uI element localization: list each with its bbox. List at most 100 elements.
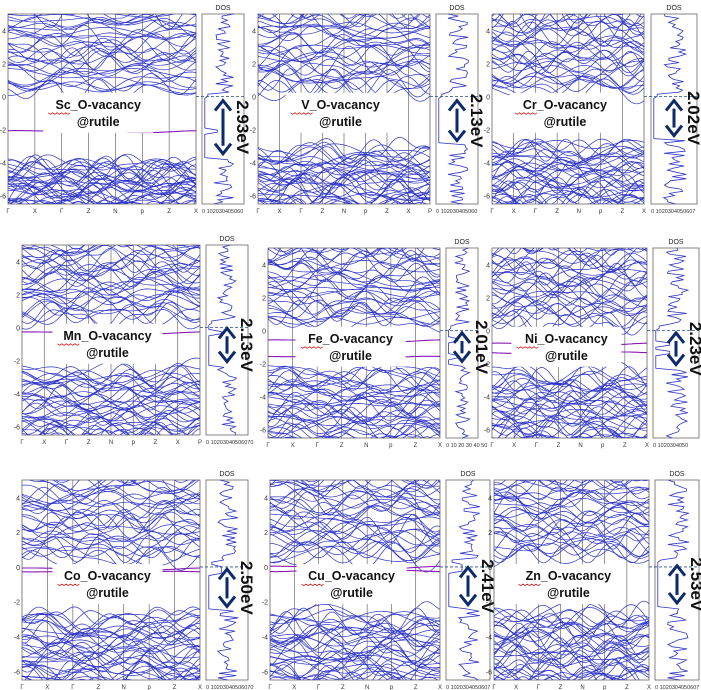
valence-band [510,203,641,204]
valence-band [87,672,200,680]
y-tick-label: 0 [486,95,490,102]
valence-band [22,396,200,415]
k-point-label: P [198,440,202,446]
valence-band [22,640,200,666]
spelling-squiggle [518,583,541,587]
conduction-band [498,14,642,28]
y-tick-label: -2 [250,128,256,135]
conduction-band [22,509,200,529]
y-tick-label: -6 [14,425,20,432]
valence-band [22,365,200,380]
valence-band [492,194,644,204]
valence-band [494,644,649,669]
y-tick-label: 0 [488,565,492,572]
conduction-band [494,506,649,524]
y-tick-label: -2 [484,128,490,135]
conduction-band [8,65,196,90]
panel-title-line1: Cr_O-vacancy [523,98,607,112]
conduction-band [492,268,647,287]
valence-band [22,609,200,631]
y-tick-label: -4 [250,161,256,168]
conduction-band [492,248,647,263]
dos-curve [438,13,469,205]
conduction-band [494,526,649,544]
conduction-band [8,14,196,28]
conduction-band [268,300,440,322]
valence-band [492,138,644,159]
band-gap-label: 2.01eV [472,320,491,375]
dos-title: DOS [454,239,470,246]
valence-band [492,390,647,415]
k-point-label: Z [340,443,344,449]
k-point-label: Γ [299,209,303,215]
conduction-band [494,511,649,535]
panel-title-line2: @rutile [330,586,373,600]
conduction-band [112,14,176,18]
conduction-band [8,14,196,16]
conduction-band [258,43,430,68]
valence-band [270,663,440,680]
y-tick-label: 4 [264,495,268,502]
k-point-label: N [578,443,582,449]
valence-band [8,160,196,184]
conduction-band [494,480,649,498]
y-tick-label: 0 [252,95,256,102]
valence-band [494,630,649,660]
y-tick-label: -6 [486,669,492,676]
valence-band [492,377,647,395]
dos-tick-labels: 0 10203040506070 [206,440,253,446]
gap-arrow-head-down [217,350,237,365]
k-point-label: Γ [490,209,494,215]
valence-band [268,403,440,407]
valence-band [269,193,412,204]
conduction-band [258,44,430,55]
valence-band [492,389,647,408]
valence-band [268,365,440,388]
y-tick-label: -2 [0,128,6,135]
dos-tick-labels: 0 10 20 30 40 50 [446,443,487,449]
conduction-band [22,291,200,316]
conduction-band [492,15,644,37]
valence-band [8,201,181,204]
valence-band [258,146,430,169]
k-point-label: p [603,685,607,690]
conduction-band [270,488,440,509]
conduction-band [258,14,407,19]
conduction-band [492,248,638,271]
conduction-band [32,14,183,30]
valence-band [494,665,649,680]
dos-title: DOS [219,236,235,243]
y-tick-label: -4 [14,392,20,399]
k-point-label: Z [96,685,100,690]
conduction-band [22,268,200,291]
valence-band [267,202,417,204]
valence-band [258,169,430,193]
valence-band [494,655,649,676]
conduction-band [277,248,440,256]
valence-band [494,651,649,667]
valence-band [513,426,647,438]
conduction-band [494,526,649,550]
y-tick-label: 2 [16,530,20,537]
valence-band [492,420,640,438]
panel-title-line1: Sc_O-vacancy [55,98,141,112]
valence-band [268,363,440,382]
valence-band [497,421,647,438]
k-point-label: Γ [71,685,75,690]
valence-band [494,657,637,680]
valence-band [24,661,200,680]
valence-band [22,421,200,435]
valence-band [520,434,625,438]
conduction-band [494,516,649,535]
valence-band [289,198,403,204]
k-point-label: Γ [20,685,24,690]
k-point-label: Γ [268,685,272,690]
conduction-band [268,276,440,306]
conduction-band [270,485,440,507]
conduction-band [492,254,647,278]
dos-frame [205,244,249,436]
k-point-label: N [364,443,368,449]
conduction-band [295,480,440,488]
y-tick-label: 4 [16,495,20,502]
